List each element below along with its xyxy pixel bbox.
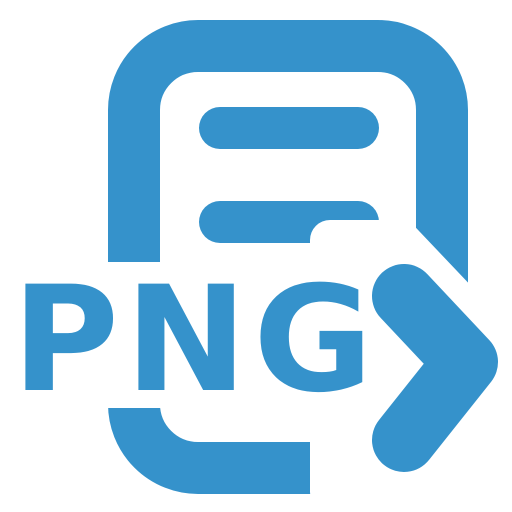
text-line-icon: [199, 107, 379, 243]
chevron-right-icon: [372, 264, 498, 472]
chevron-arrow: [372, 264, 498, 472]
png-label: PNG: [12, 255, 379, 425]
label-knockout: [0, 262, 346, 408]
